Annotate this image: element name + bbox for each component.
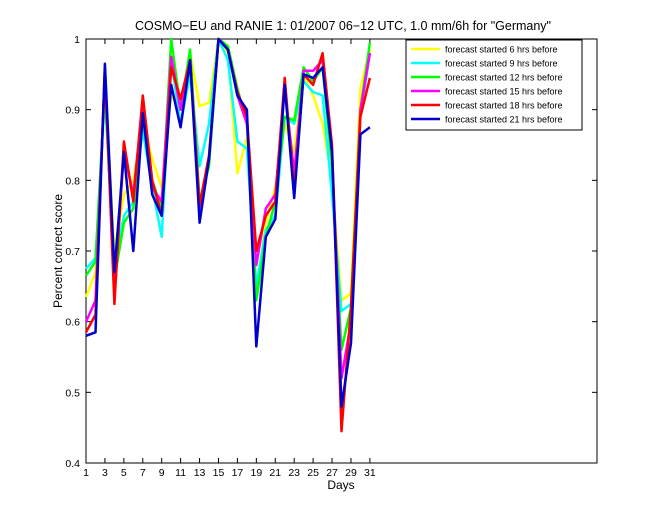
x-tick-label: 15 (213, 467, 225, 479)
y-tick-label: 0.4 (65, 458, 80, 470)
x-tick-label: 17 (232, 467, 244, 479)
y-axis-label: Percent correct score (51, 194, 65, 308)
legend-label-1: forecast started 9 hrs before (445, 59, 558, 69)
legend-box (405, 39, 583, 131)
legend-label-2: forecast started 12 hrs before (445, 73, 563, 83)
x-tick-label: 23 (288, 467, 300, 479)
y-tick-label: 0.8 (65, 175, 80, 187)
x-tick-label: 31 (364, 467, 376, 479)
y-tick-label: 0.5 (65, 387, 80, 399)
series-line-5 (85, 37, 371, 408)
x-tick-label: 5 (121, 467, 127, 479)
x-tick-label: 3 (102, 467, 108, 479)
series-lines (84, 37, 372, 433)
series-line-4 (84, 37, 372, 433)
legend-label-5: forecast started 21 hrs before (445, 115, 563, 125)
x-tick-label: 9 (159, 467, 165, 479)
x-tick-label: 29 (345, 467, 357, 479)
x-tick-label: 27 (326, 467, 338, 479)
legend: forecast started 6 hrs before forecast st… (405, 39, 583, 131)
x-tick-label: 7 (140, 467, 146, 479)
x-tick-label: 11 (175, 467, 186, 479)
legend-label-0: forecast started 6 hrs before (445, 45, 558, 55)
y-tick-label: 0.6 (65, 317, 80, 329)
legend-label-4: forecast started 18 hrs before (445, 101, 563, 111)
y-axis: 0.4 0.5 0.6 0.7 0.8 0.9 1 (65, 34, 597, 470)
x-tick-label: 19 (250, 467, 262, 479)
x-tick-label: 21 (269, 467, 281, 479)
x-axis: 1 3 5 7 9 11 13 15 17 19 21 23 25 27 29 31 (83, 39, 376, 479)
y-tick-label: 1 (74, 34, 80, 46)
x-axis-label: Days (327, 478, 354, 492)
y-tick-label: 0.9 (65, 105, 80, 117)
x-tick-label: 1 (83, 467, 89, 479)
y-tick-label: 0.7 (65, 246, 80, 258)
legend-label-3: forecast started 15 hrs before (445, 87, 563, 97)
chart-title: COSMO−EU and RANIE 1: 01/2007 06−12 UTC,… (135, 19, 551, 33)
x-tick-label: 13 (194, 467, 206, 479)
x-tick-label: 25 (307, 467, 319, 479)
